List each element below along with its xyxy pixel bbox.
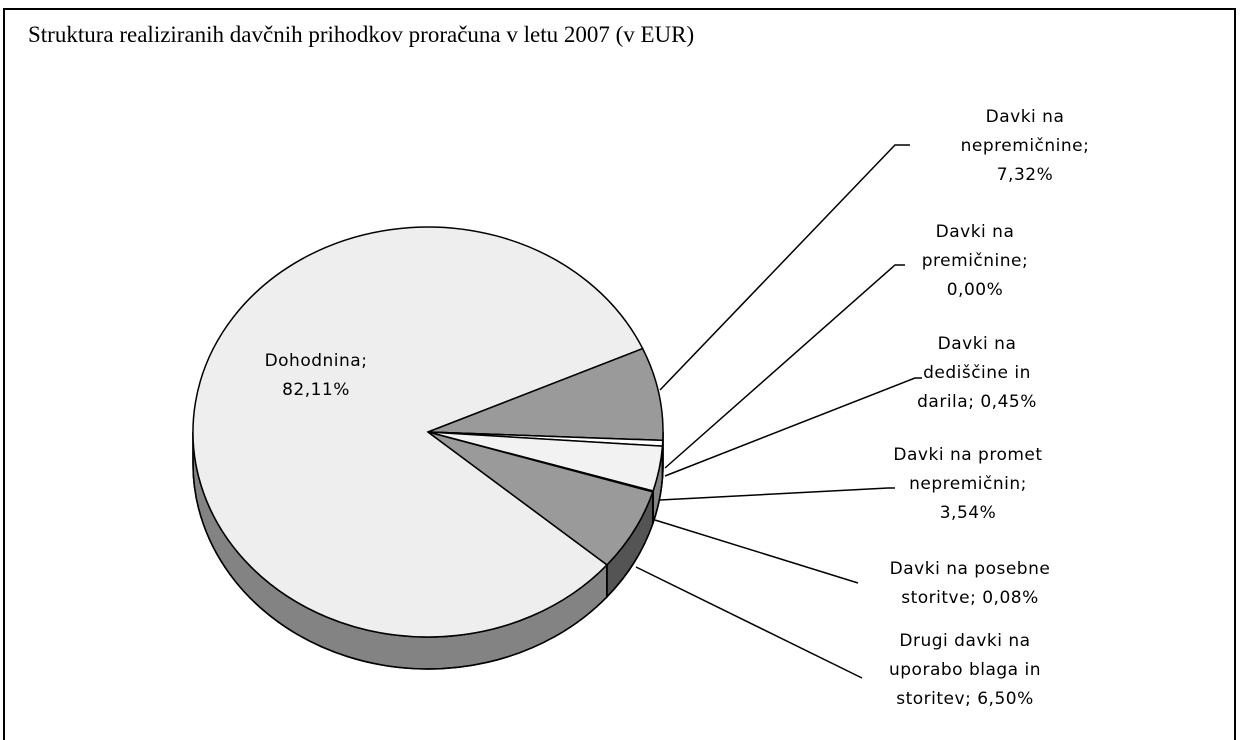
data-label: Dohodnina; 82,11%	[241, 347, 391, 405]
category-label: Davki na nepremičnine;	[960, 107, 1090, 156]
category-label: Davki na posebne storitve;	[889, 559, 1051, 608]
data-label: Davki na posebne storitve; 0,08%	[855, 555, 1085, 613]
value-label: 82,11%	[282, 380, 350, 400]
value-label: 3,54%	[939, 503, 997, 523]
chart-title: Struktura realiziranih davčnih prihodkov…	[28, 22, 695, 47]
value-label: 7,32%	[996, 165, 1054, 185]
leader-line	[654, 519, 859, 584]
leader-line	[635, 566, 863, 679]
data-label: Drugi davki na uporabo blaga in storitev…	[865, 627, 1065, 714]
data-label: Davki na premičnine; 0,00%	[915, 218, 1035, 305]
category-label: Davki na dediščine in darila;	[917, 334, 1031, 412]
leader-line	[659, 487, 895, 501]
value-label: 0,00%	[946, 280, 1004, 300]
category-label: Dohodnina;	[264, 351, 368, 371]
category-label: Davki na premičnine;	[921, 222, 1029, 271]
leader-line	[659, 144, 910, 391]
value-label: 0,45%	[980, 392, 1037, 412]
value-label: 0,08%	[982, 588, 1039, 608]
category-label: Davki na promet nepremičnin;	[893, 445, 1043, 494]
pie-slice	[427, 431, 654, 566]
pie-slice	[427, 347, 664, 442]
leader-line	[664, 264, 905, 469]
pie-slice	[192, 226, 644, 638]
data-label: Davki na dediščine in darila; 0,45%	[912, 330, 1042, 417]
value-label: 6,50%	[977, 689, 1034, 709]
frame	[3, 8, 1236, 740]
data-label: Davki na nepremičnine; 7,32%	[950, 103, 1100, 190]
data-label: Davki na promet nepremičnin; 3,54%	[883, 441, 1053, 528]
leader-line	[664, 377, 922, 477]
category-label: Drugi davki na uporabo blaga in storitev…	[888, 631, 1041, 709]
